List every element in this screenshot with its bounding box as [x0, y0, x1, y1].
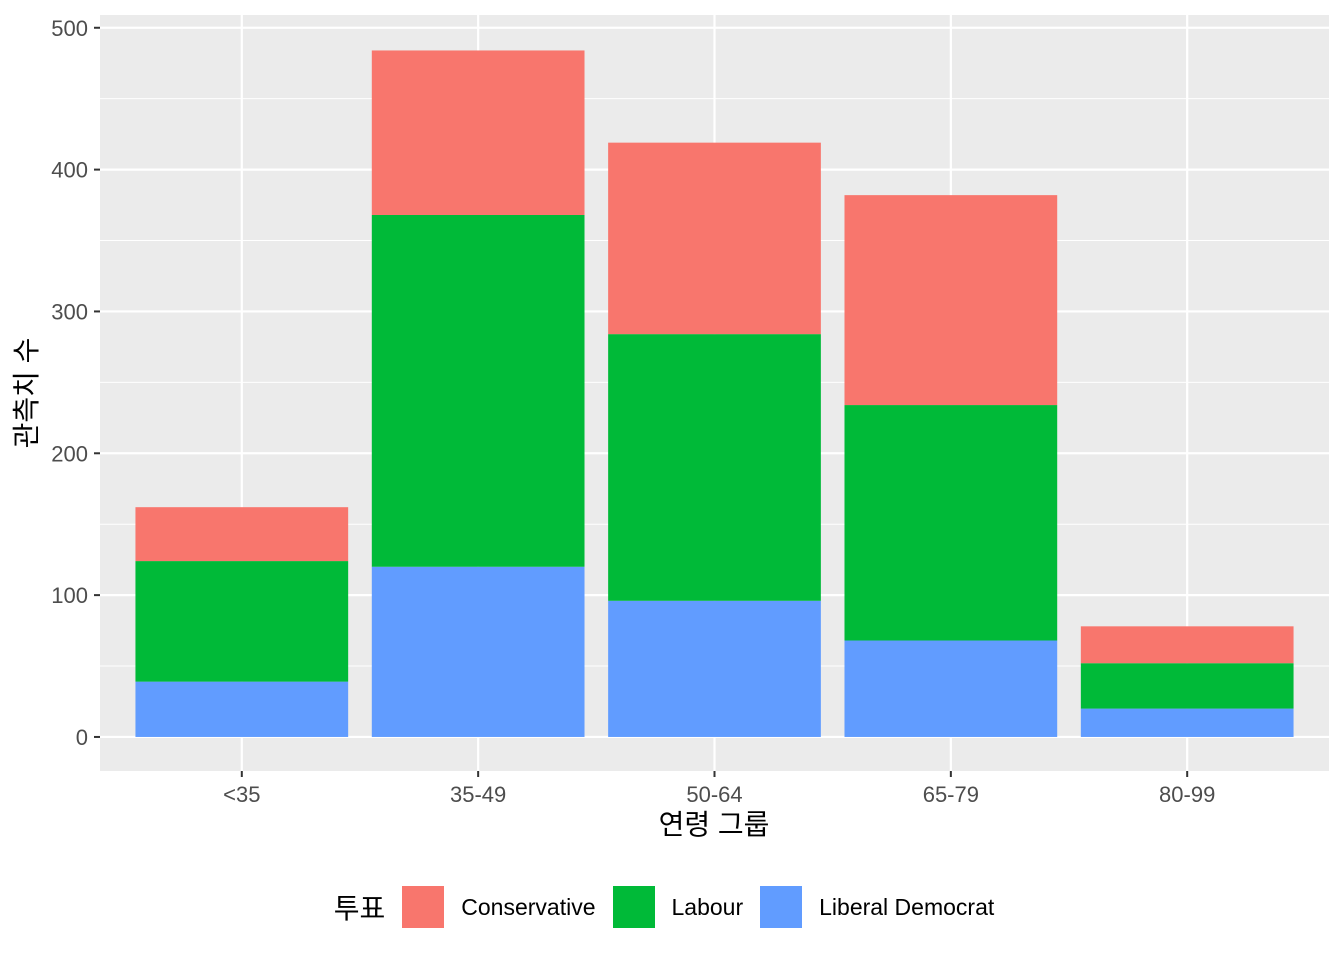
bar-liberal-democrat: [608, 600, 821, 737]
y-tick-label: 200: [51, 441, 88, 466]
bar-conservative: [1080, 626, 1294, 664]
bar-labour: [371, 214, 585, 567]
legend-label: Labour: [671, 893, 744, 920]
bar-conservative: [135, 507, 349, 562]
y-tick-label: 100: [51, 583, 88, 608]
y-axis-title: 관측치 수: [11, 338, 42, 449]
bar-labour: [608, 334, 821, 601]
x-axis-title: 연령 그룹: [659, 809, 770, 840]
legend-item: Liberal Democrat: [759, 885, 994, 929]
y-tick-label: 300: [51, 299, 88, 324]
legend-item: Labour: [611, 885, 744, 929]
y-tick-label: 400: [51, 158, 88, 183]
x-tick-label: 80-99: [1159, 782, 1215, 807]
x-tick-label: <35: [223, 782, 260, 807]
bar-labour: [135, 561, 349, 682]
x-tick-label: 35-49: [450, 782, 506, 807]
x-tick-label: 50-64: [686, 782, 742, 807]
y-tick-label: 500: [51, 16, 88, 41]
bar-liberal-democrat: [1080, 708, 1294, 737]
legend-key: [611, 885, 656, 929]
legend-title: 투표: [333, 893, 386, 924]
bar-liberal-democrat: [371, 566, 585, 737]
bar-liberal-democrat: [135, 681, 349, 737]
bar-conservative: [844, 195, 1058, 406]
legend-key: [759, 885, 804, 929]
bar-labour: [844, 405, 1058, 641]
legend: 투표 Conservative Labour Liberal Democrat: [0, 885, 1344, 929]
legend-label: Liberal Democrat: [819, 893, 995, 920]
legend-key: [401, 885, 446, 929]
x-tick-label: 65-79: [923, 782, 979, 807]
bar-conservative: [371, 50, 585, 215]
legend-item: Conservative: [401, 885, 596, 929]
y-tick-label: 0: [76, 725, 88, 750]
bar-conservative: [608, 142, 821, 335]
legend-label: Conservative: [461, 893, 596, 920]
bar-liberal-democrat: [844, 640, 1058, 737]
bar-labour: [1080, 663, 1294, 709]
